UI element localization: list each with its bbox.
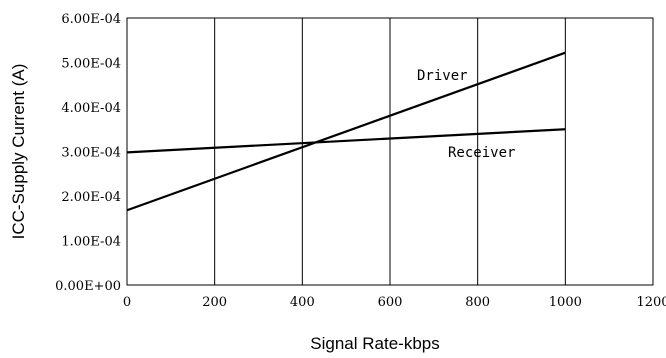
series-line-receiver [126,128,566,154]
y-tick-label: 3.00E-04 [61,146,121,161]
x-tick-label: 600 [378,295,403,310]
x-axis-title: Signal Rate-kbps [310,334,439,353]
y-tick-label: 2.00E-04 [61,190,121,205]
x-tick-labels: 0 200 400 600 800 1000 1200 [123,295,666,310]
series-line-driver [126,51,566,212]
y-tick-label: 0.00E+00 [55,279,121,294]
x-tick-label: 800 [465,295,490,310]
y-tick-label: 1.00E-04 [61,235,121,250]
x-tick-label: 200 [202,295,227,310]
y-tick-label: 4.00E-04 [61,101,121,116]
y-tick-label: 6.00E-04 [61,12,121,27]
series-label-receiver: Receiver [448,145,515,161]
x-tick-label: 1200 [636,295,666,310]
x-tick-label: 0 [123,295,131,310]
grid [214,18,566,285]
y-tick-label: 5.00E-04 [61,57,121,72]
x-tick-label: 400 [290,295,315,310]
series-label-driver: Driver [417,68,468,84]
series-lines [126,51,566,212]
plot-frame [126,17,654,286]
y-tick-labels: 0.00E+00 1.00E-04 2.00E-04 3.00E-04 4.00E-04… [55,12,121,294]
x-tick-label: 1000 [549,295,582,310]
y-axis-title: ICC-Supply Current (A) [9,64,28,240]
